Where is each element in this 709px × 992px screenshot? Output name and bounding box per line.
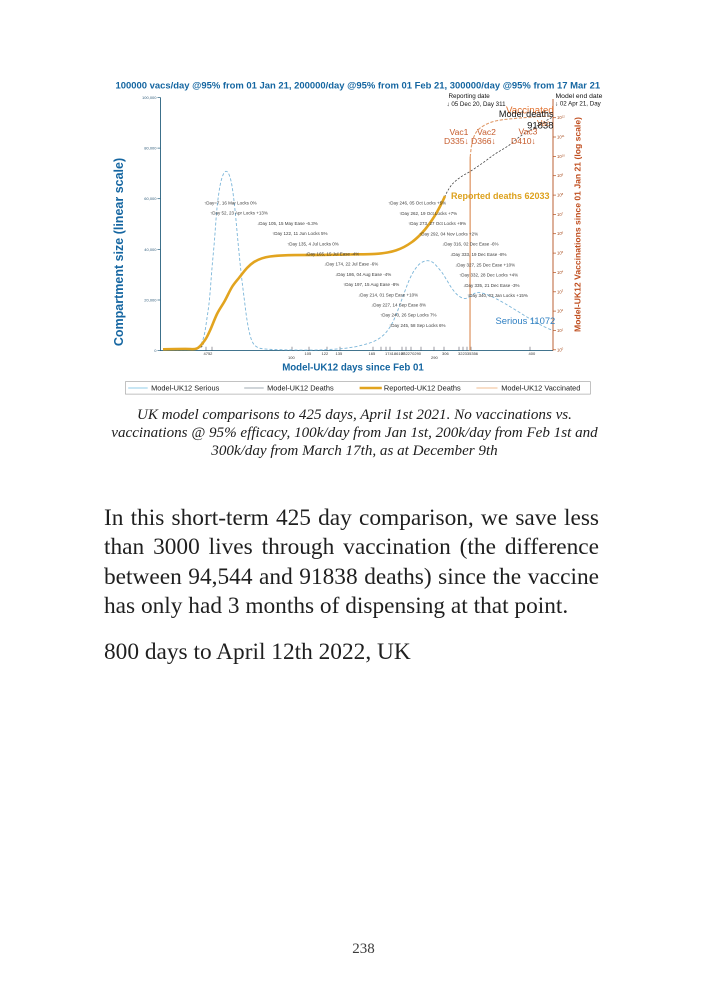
svg-text:40,000: 40,000 bbox=[144, 247, 157, 252]
svg-text:Model-UK12 Serious: Model-UK12 Serious bbox=[151, 384, 219, 393]
svg-text:↑Day 262, 19 Oct Locks +7%: ↑Day 262, 19 Oct Locks +7% bbox=[399, 211, 457, 216]
svg-text:60,000: 60,000 bbox=[144, 196, 157, 201]
svg-text:↓Day 165, 15 Jul Ease -4%: ↓Day 165, 15 Jul Ease -4% bbox=[305, 252, 359, 257]
svg-text:↑Day 273, 27 Oct Locks +9%: ↑Day 273, 27 Oct Locks +9% bbox=[408, 221, 466, 226]
svg-text:400: 400 bbox=[529, 351, 536, 356]
svg-text:↑Day 245, 58 Sep Locks 6%: ↑Day 245, 58 Sep Locks 6% bbox=[389, 323, 446, 328]
svg-text:Vac2: Vac2 bbox=[477, 127, 496, 137]
svg-text:100: 100 bbox=[288, 355, 295, 360]
svg-text:108: 108 bbox=[557, 192, 564, 198]
svg-text:Model end date: Model end date bbox=[556, 93, 603, 100]
svg-text:↓Day 105, 15 May Ease -6.3%: ↓Day 105, 15 May Ease -6.3% bbox=[257, 221, 318, 226]
svg-text:↓Day 214, 01 Sep Ease +10%: ↓Day 214, 01 Sep Ease +10% bbox=[358, 292, 418, 297]
svg-text:↑Day 240, 26 Sep Locks 7%: ↑Day 240, 26 Sep Locks 7% bbox=[380, 313, 437, 318]
svg-text:↑Day 246, 05 Oct Locks +5%: ↑Day 246, 05 Oct Locks +5% bbox=[388, 201, 446, 206]
svg-text:Model-UK12 days since Feb 01: Model-UK12 days since Feb 01 bbox=[282, 363, 424, 374]
svg-text:Model-UK12 Vaccinations since: Model-UK12 Vaccinations since 01 Jan 21 … bbox=[573, 117, 583, 332]
svg-text:↓Day 186, 04 Aug Ease -4%: ↓Day 186, 04 Aug Ease -4% bbox=[335, 272, 391, 277]
svg-text:↓Day 335, 21 Dec Ease -3%: ↓Day 335, 21 Dec Ease -3% bbox=[463, 283, 520, 288]
svg-text:322335356: 322335356 bbox=[458, 351, 479, 356]
svg-text:Model deaths: Model deaths bbox=[499, 109, 554, 119]
svg-text:↓ 05 Dec 20, Day 311: ↓ 05 Dec 20, Day 311 bbox=[447, 101, 507, 108]
svg-text:290: 290 bbox=[431, 355, 438, 360]
svg-text:↓Day 333, 19 Dec Ease -8%: ↓Day 333, 19 Dec Ease -8% bbox=[450, 252, 507, 257]
svg-text:174186197: 174186197 bbox=[385, 351, 406, 356]
svg-text:107: 107 bbox=[557, 211, 564, 217]
svg-text:1012: 1012 bbox=[557, 115, 565, 121]
svg-text:0: 0 bbox=[154, 348, 157, 353]
svg-text:Reported deaths 62033: Reported deaths 62033 bbox=[451, 191, 550, 201]
svg-text:306: 306 bbox=[442, 351, 449, 356]
svg-text:4752: 4752 bbox=[204, 351, 214, 356]
svg-text:100,000: 100,000 bbox=[142, 95, 157, 100]
svg-text:109: 109 bbox=[557, 173, 564, 179]
svg-text:↓Day 327, 25 Dec Ease +10%: ↓Day 327, 25 Dec Ease +10% bbox=[455, 262, 515, 267]
svg-text:105: 105 bbox=[305, 351, 312, 356]
svg-text:100: 100 bbox=[557, 347, 564, 353]
svg-text:Serious 11072: Serious 11072 bbox=[496, 315, 556, 326]
svg-text:101: 101 bbox=[557, 327, 564, 333]
svg-text:80,000: 80,000 bbox=[144, 146, 157, 151]
svg-text:Vaccinated: Vaccinated bbox=[506, 105, 554, 116]
svg-text:Model-UK12 Vaccinated: Model-UK12 Vaccinated bbox=[501, 384, 580, 393]
svg-text:102: 102 bbox=[557, 308, 564, 314]
svg-text:↑Day=7, 16 Mar Locks 0%: ↑Day=7, 16 Mar Locks 0% bbox=[204, 201, 257, 206]
svg-text:↑Day 332, 28 Dec Locks +4%: ↑Day 332, 28 Dec Locks +4% bbox=[459, 273, 518, 278]
svg-text:100000 vacs/day @95% from 01 J: 100000 vacs/day @95% from 01 Jan 21, 200… bbox=[116, 81, 601, 92]
svg-text:↓Day 174, 22 Jul Ease -6%: ↓Day 174, 22 Jul Ease -6% bbox=[324, 262, 378, 267]
svg-text:↓Day 227, 14 Sep Ease 8%: ↓Day 227, 14 Sep Ease 8% bbox=[371, 303, 426, 308]
svg-text:1011: 1011 bbox=[557, 134, 565, 140]
svg-text:165: 165 bbox=[369, 351, 376, 356]
svg-text:Vac1: Vac1 bbox=[450, 127, 469, 137]
svg-text:↓Day 316, 02 Dec Ease -6%: ↓Day 316, 02 Dec Ease -6% bbox=[442, 242, 499, 247]
svg-text:D335↓: D335↓ bbox=[444, 136, 469, 146]
svg-text:D410↓: D410↓ bbox=[511, 136, 536, 146]
svg-text:1010: 1010 bbox=[557, 153, 565, 159]
svg-text:↑Day 52, 23 Apr Locks +13%: ↑Day 52, 23 Apr Locks +13% bbox=[210, 211, 268, 216]
svg-text:103: 103 bbox=[557, 289, 564, 295]
svg-text:Vac: Vac bbox=[537, 119, 550, 128]
svg-text:Reported-UK12 Deaths: Reported-UK12 Deaths bbox=[384, 384, 461, 393]
svg-text:↑Day 197, 15 Aug Ease -8%: ↑Day 197, 15 Aug Ease -8% bbox=[343, 282, 399, 287]
svg-text:Compartment size (linear scale: Compartment size (linear scale) bbox=[112, 158, 126, 346]
svg-text:135: 135 bbox=[336, 351, 343, 356]
svg-text:Vac3: Vac3 bbox=[519, 127, 538, 137]
svg-text:↓ 02 Apr 21, Day: ↓ 02 Apr 21, Day bbox=[555, 100, 602, 107]
svg-text:106: 106 bbox=[557, 231, 564, 237]
svg-text:104: 104 bbox=[557, 269, 564, 275]
svg-text:122: 122 bbox=[322, 351, 329, 356]
svg-text:105: 105 bbox=[557, 250, 564, 256]
svg-text:↑Day 122, 11 Jun Locks 5%: ↑Day 122, 11 Jun Locks 5% bbox=[272, 231, 327, 236]
svg-text:Model-UK12 Deaths: Model-UK12 Deaths bbox=[267, 384, 334, 393]
svg-text:↑Day 340, 03 Jan Locks +15%: ↑Day 340, 03 Jan Locks +15% bbox=[467, 293, 528, 298]
svg-text:262270290: 262270290 bbox=[401, 351, 422, 356]
svg-text:20,000: 20,000 bbox=[144, 298, 157, 303]
svg-text:Reporting date: Reporting date bbox=[449, 93, 491, 100]
svg-text:91838: 91838 bbox=[527, 120, 553, 131]
svg-text:D366↓: D366↓ bbox=[471, 136, 496, 146]
svg-text:↑Day 135, 4 Jul Locks 0%: ↑Day 135, 4 Jul Locks 0% bbox=[287, 241, 339, 246]
svg-text:↑Day 292, 04 Nov Locks +2%: ↑Day 292, 04 Nov Locks +2% bbox=[419, 231, 478, 236]
